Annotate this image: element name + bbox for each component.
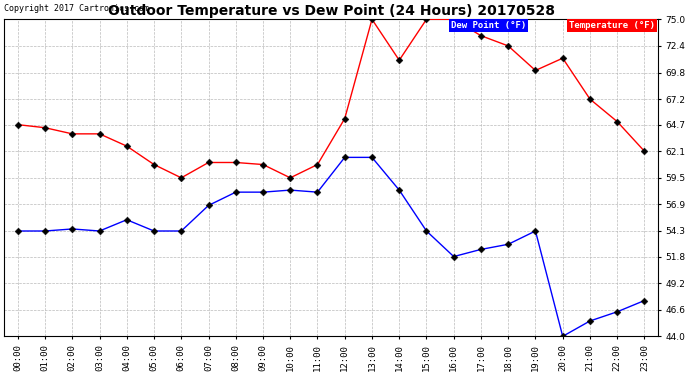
Text: Dew Point (°F): Dew Point (°F) (451, 21, 526, 30)
Text: Copyright 2017 Cartronics.com: Copyright 2017 Cartronics.com (4, 4, 149, 13)
Title: Outdoor Temperature vs Dew Point (24 Hours) 20170528: Outdoor Temperature vs Dew Point (24 Hou… (108, 4, 555, 18)
Text: Temperature (°F): Temperature (°F) (569, 21, 656, 30)
